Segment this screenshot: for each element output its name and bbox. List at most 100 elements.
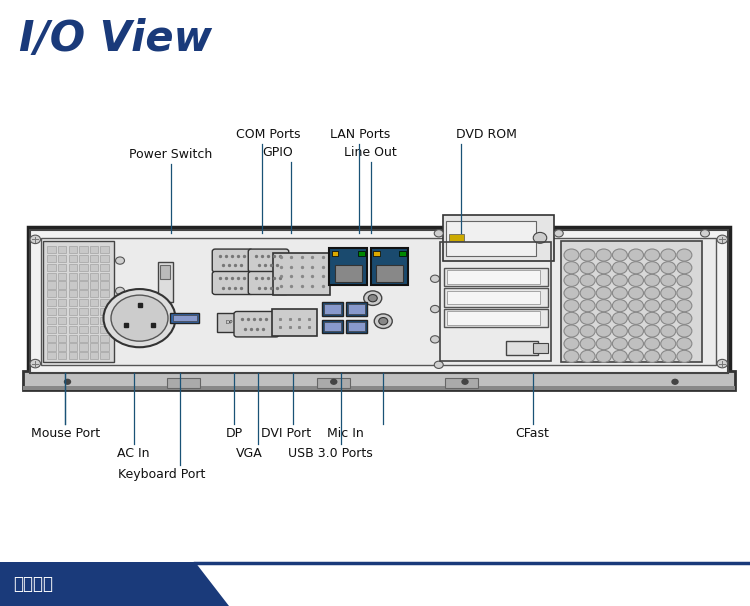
Bar: [80, 290, 88, 298]
Circle shape: [596, 262, 611, 274]
Circle shape: [430, 305, 439, 313]
Bar: [58, 335, 66, 342]
Bar: [80, 255, 88, 262]
FancyBboxPatch shape: [248, 271, 289, 295]
Bar: [58, 344, 66, 350]
Bar: [58, 246, 66, 253]
Circle shape: [676, 299, 692, 311]
Bar: [90, 308, 98, 315]
Bar: [324, 322, 340, 331]
Circle shape: [596, 287, 611, 299]
Circle shape: [580, 249, 596, 261]
FancyBboxPatch shape: [234, 311, 279, 337]
Bar: [100, 308, 109, 315]
Bar: [100, 299, 109, 306]
Bar: [58, 281, 66, 288]
Circle shape: [116, 257, 124, 264]
Circle shape: [564, 338, 579, 350]
Bar: [90, 290, 98, 298]
Bar: [47, 352, 56, 359]
Circle shape: [628, 325, 644, 337]
Bar: [58, 352, 66, 359]
Bar: [100, 264, 109, 271]
Bar: [346, 302, 367, 316]
Bar: [217, 313, 241, 332]
Circle shape: [564, 287, 579, 299]
Bar: [447, 311, 540, 325]
Bar: [90, 273, 98, 279]
Bar: [58, 299, 66, 306]
Text: Mic In: Mic In: [327, 427, 363, 440]
Circle shape: [564, 299, 579, 311]
Bar: [448, 235, 464, 242]
Circle shape: [564, 350, 579, 362]
Bar: [100, 273, 109, 279]
Circle shape: [612, 350, 627, 362]
Bar: [172, 315, 196, 321]
Bar: [68, 246, 76, 253]
Bar: [80, 299, 88, 306]
Circle shape: [564, 312, 579, 324]
Circle shape: [580, 312, 596, 324]
Circle shape: [596, 299, 611, 311]
Bar: [90, 255, 98, 262]
Bar: [47, 255, 56, 262]
Bar: [100, 317, 109, 324]
Bar: [445, 378, 478, 388]
Bar: [100, 335, 109, 342]
Bar: [90, 317, 98, 324]
Bar: [447, 291, 540, 304]
Text: AC In: AC In: [117, 447, 150, 460]
Circle shape: [661, 299, 676, 311]
Bar: [332, 251, 338, 256]
Circle shape: [368, 295, 377, 302]
Bar: [444, 288, 548, 307]
Circle shape: [672, 379, 678, 384]
Circle shape: [564, 325, 579, 337]
Bar: [68, 352, 76, 359]
Bar: [47, 281, 56, 288]
Bar: [47, 344, 56, 350]
Bar: [47, 246, 56, 253]
Circle shape: [628, 350, 644, 362]
Bar: [444, 309, 548, 327]
Circle shape: [700, 230, 709, 237]
Bar: [47, 308, 56, 315]
Bar: [68, 290, 76, 298]
Bar: [100, 281, 109, 288]
Circle shape: [676, 275, 692, 287]
Circle shape: [564, 275, 579, 287]
Bar: [80, 335, 88, 342]
Circle shape: [661, 312, 676, 324]
Bar: [68, 255, 76, 262]
Circle shape: [676, 262, 692, 274]
Circle shape: [364, 291, 382, 305]
Circle shape: [717, 359, 728, 368]
Bar: [100, 290, 109, 298]
Bar: [47, 290, 56, 298]
Bar: [58, 317, 66, 324]
Bar: [167, 378, 200, 388]
Bar: [47, 264, 56, 271]
Circle shape: [628, 338, 644, 350]
Circle shape: [596, 275, 611, 287]
Bar: [80, 308, 88, 315]
Circle shape: [111, 295, 168, 341]
Circle shape: [434, 361, 443, 368]
Bar: [506, 341, 538, 355]
Bar: [334, 265, 362, 282]
Bar: [348, 304, 364, 314]
Bar: [317, 378, 350, 388]
Bar: [58, 290, 66, 298]
Text: Power Switch: Power Switch: [129, 148, 213, 161]
Text: LAN Ports: LAN Ports: [330, 128, 390, 141]
Bar: [68, 299, 76, 306]
Bar: [90, 344, 98, 350]
FancyBboxPatch shape: [212, 271, 253, 295]
Bar: [80, 326, 88, 333]
Circle shape: [644, 312, 660, 324]
Circle shape: [374, 314, 392, 328]
Bar: [272, 309, 317, 336]
Bar: [28, 227, 730, 376]
Bar: [68, 317, 76, 324]
